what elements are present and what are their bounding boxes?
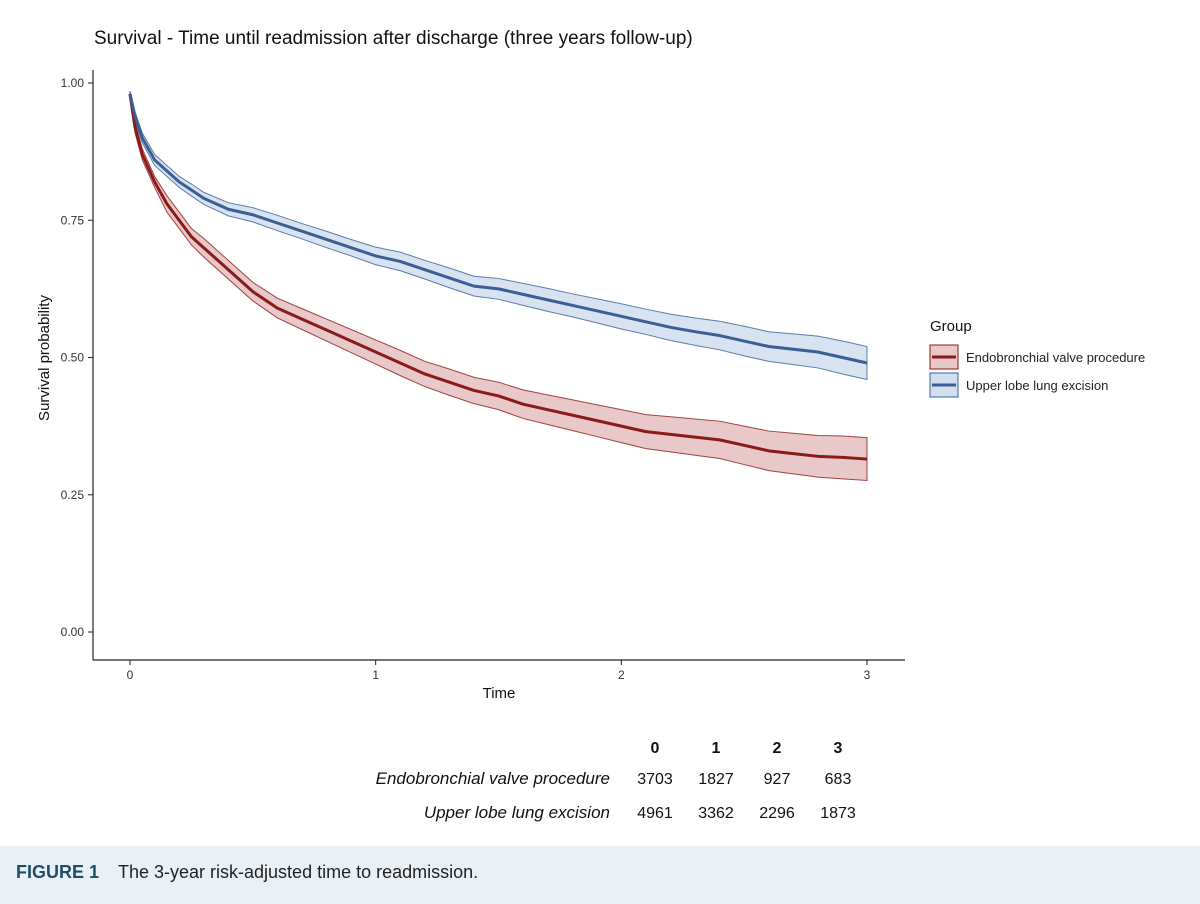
legend-title: Group (930, 318, 972, 335)
risk-table-row-name: Endobronchial valve procedure (376, 769, 610, 788)
risk-table-header-1: 1 (712, 740, 721, 757)
survival-line-upper-lobe (128, 93, 868, 365)
y-axis-ticks: 0.00 0.25 0.50 0.75 1.00 (61, 76, 93, 639)
confidence-bands (129, 91, 868, 482)
risk-table-cell: 2296 (759, 805, 795, 822)
risk-table-row-name: Upper lobe lung excision (424, 803, 610, 822)
y-tick-label: 0.00 (61, 625, 85, 639)
y-tick-label: 0.50 (61, 351, 85, 365)
chart-title: Survival - Time until readmission after … (94, 28, 693, 49)
x-tick-label: 1 (372, 668, 379, 682)
confidence-band-upper-lobe (129, 91, 868, 381)
x-tick-label: 3 (864, 668, 871, 682)
risk-table: 0 1 2 3 Endobronchial valve procedure 37… (376, 740, 856, 822)
survival-line-endobronchial (128, 93, 868, 461)
survival-curves (128, 93, 868, 461)
figure-caption-text: The 3-year risk-adjusted time to readmis… (118, 862, 479, 882)
survival-chart: Survival - Time until readmission after … (36, 28, 1145, 822)
confidence-band-endobronchial (129, 91, 868, 482)
figure-caption-label: FIGURE 1 (16, 862, 100, 882)
y-axis-title: Survival probability (36, 295, 53, 421)
risk-table-header-2: 2 (773, 740, 782, 757)
risk-table-cell: 927 (764, 771, 791, 788)
x-tick-label: 2 (618, 668, 625, 682)
risk-table-cell: 3703 (637, 771, 673, 788)
risk-table-cell: 3362 (698, 805, 734, 822)
risk-table-cell: 4961 (637, 805, 673, 822)
x-axis-ticks: 0 1 2 3 (127, 660, 871, 682)
risk-table-cell: 1873 (820, 805, 856, 822)
y-tick-label: 1.00 (61, 76, 85, 90)
legend-label-endobronchial: Endobronchial valve procedure (966, 350, 1145, 365)
legend-label-upper-lobe: Upper lobe lung excision (966, 378, 1108, 393)
figure-caption-bar (0, 846, 1200, 904)
risk-table-cell: 683 (825, 771, 852, 788)
x-tick-label: 0 (127, 668, 134, 682)
risk-table-header-3: 3 (834, 740, 843, 757)
y-tick-label: 0.75 (61, 213, 85, 227)
legend: Group Endobronchial valve procedure Uppe… (929, 318, 1145, 398)
risk-table-header-0: 0 (651, 740, 660, 757)
risk-table-cell: 1827 (698, 771, 734, 788)
y-tick-label: 0.25 (61, 488, 85, 502)
x-axis-title: Time (483, 685, 516, 702)
